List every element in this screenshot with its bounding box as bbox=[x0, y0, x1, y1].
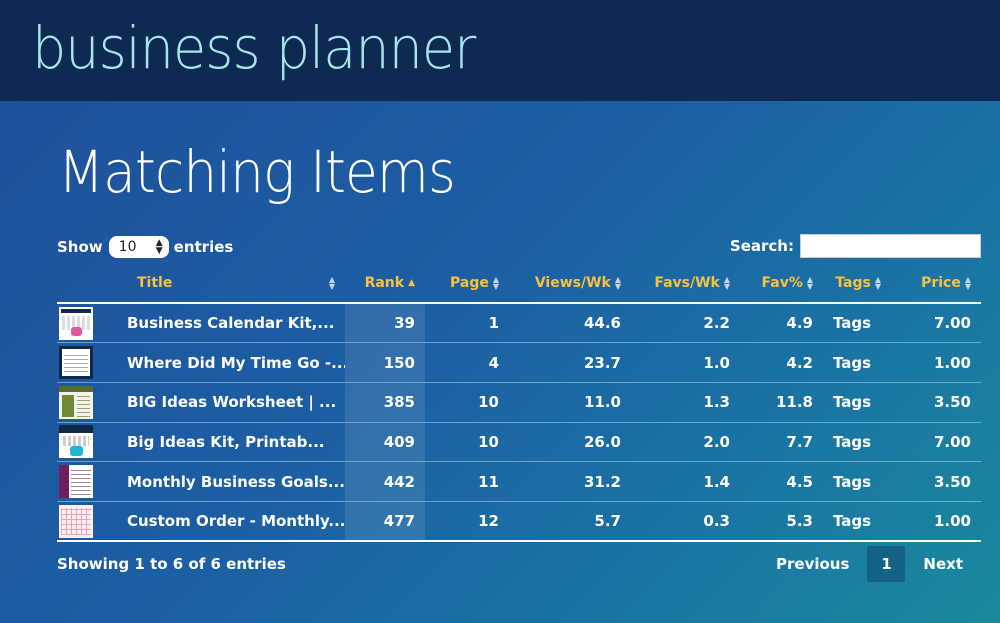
product-thumbnail[interactable] bbox=[59, 465, 93, 499]
page-title: Matching Items bbox=[58, 138, 456, 206]
tags-link[interactable]: Tags bbox=[823, 382, 891, 423]
tags-link[interactable]: Tags bbox=[823, 303, 891, 344]
product-thumbnail[interactable] bbox=[59, 346, 93, 380]
price-cell: 7.00 bbox=[891, 303, 981, 344]
column-header-fav-percent[interactable]: Fav% ▲ ▼ bbox=[740, 264, 823, 304]
matching-items-table: Title ▲ ▼ Rank ▲ Page ▲ ▼ Views/Wk ▲ ▼ Favs/Wk ▲… bbox=[57, 264, 981, 543]
product-thumbnail[interactable] bbox=[59, 306, 93, 340]
select-arrows-icon: ▲ ▼ bbox=[155, 238, 163, 256]
page-cell: 10 bbox=[425, 382, 509, 423]
brand-logo-text[interactable]: business planner bbox=[32, 14, 476, 82]
entries-label: entries bbox=[173, 238, 234, 256]
price-cell: 3.50 bbox=[891, 461, 981, 502]
fav-percent-cell: 4.9 bbox=[740, 303, 823, 344]
search-input[interactable] bbox=[800, 234, 981, 258]
sort-icon: ▲ ▼ bbox=[874, 275, 881, 291]
page-cell: 10 bbox=[425, 422, 509, 463]
views-cell: 5.7 bbox=[509, 501, 631, 543]
views-cell: 23.7 bbox=[509, 342, 631, 383]
price-cell: 1.00 bbox=[891, 342, 981, 383]
table-row: Custom Order - Monthly... 477 12 5.7 0.3… bbox=[57, 501, 981, 543]
rank-cell: 442 bbox=[345, 461, 425, 502]
item-title-link[interactable]: Business Calendar Kit,... bbox=[127, 314, 335, 333]
search-label: Search: bbox=[729, 237, 794, 255]
item-title-link[interactable]: Big Ideas Kit, Printab... bbox=[127, 432, 325, 451]
product-thumbnail[interactable] bbox=[59, 385, 93, 419]
column-header-rank[interactable]: Rank ▲ bbox=[345, 264, 425, 304]
column-header-views-per-week[interactable]: Views/Wk ▲ ▼ bbox=[509, 264, 631, 304]
table-row: Monthly Business Goals... 442 11 31.2 1.… bbox=[57, 461, 981, 502]
views-cell: 31.2 bbox=[509, 461, 631, 502]
table-row: Business Calendar Kit,... 39 1 44.6 2.2 … bbox=[57, 303, 981, 344]
entries-select[interactable]: 10 ▲ ▼ bbox=[108, 236, 169, 258]
table-header-row: Title ▲ ▼ Rank ▲ Page ▲ ▼ Views/Wk ▲ ▼ Favs/Wk ▲… bbox=[57, 264, 981, 304]
fav-percent-cell: 5.3 bbox=[740, 501, 823, 543]
rank-cell: 39 bbox=[345, 303, 425, 344]
fav-percent-cell: 4.5 bbox=[740, 461, 823, 502]
fav-percent-cell: 11.8 bbox=[740, 382, 823, 423]
item-title-link[interactable]: BIG Ideas Worksheet | ... bbox=[127, 393, 337, 412]
rank-cell: 150 bbox=[345, 342, 425, 383]
top-bar: business planner bbox=[0, 0, 1000, 101]
item-title-link[interactable]: Monthly Business Goals... bbox=[127, 472, 345, 491]
views-cell: 44.6 bbox=[509, 303, 631, 344]
page-cell: 12 bbox=[425, 501, 509, 543]
tags-link[interactable]: Tags bbox=[823, 501, 891, 543]
price-cell: 7.00 bbox=[891, 422, 981, 463]
tags-link[interactable]: Tags bbox=[823, 461, 891, 502]
rank-cell: 409 bbox=[345, 422, 425, 463]
item-title-link[interactable]: Where Did My Time Go -... bbox=[127, 353, 345, 372]
column-header-favs-per-week[interactable]: Favs/Wk ▲ ▼ bbox=[631, 264, 740, 304]
favs-cell: 1.4 bbox=[631, 461, 740, 502]
column-header-tags[interactable]: Tags ▲ ▼ bbox=[823, 264, 891, 304]
next-page-button[interactable]: Next bbox=[923, 555, 963, 573]
views-cell: 26.0 bbox=[509, 422, 631, 463]
sort-icon: ▲ ▼ bbox=[806, 275, 813, 291]
rank-cell: 385 bbox=[345, 382, 425, 423]
table-info-text: Showing 1 to 6 of 6 entries bbox=[57, 555, 286, 573]
sort-icon: ▲ ▼ bbox=[723, 275, 730, 291]
table-row: Big Ideas Kit, Printab... 409 10 26.0 2.… bbox=[57, 422, 981, 463]
table-row: Where Did My Time Go -... 150 4 23.7 1.0… bbox=[57, 342, 981, 383]
table-row: BIG Ideas Worksheet | ... 385 10 11.0 1.… bbox=[57, 382, 981, 423]
column-header-page[interactable]: Page ▲ ▼ bbox=[425, 264, 509, 304]
sort-icon: ▲ ▼ bbox=[328, 275, 335, 291]
column-header-title[interactable]: Title ▲ ▼ bbox=[57, 264, 345, 304]
page-1-button[interactable]: 1 bbox=[867, 546, 906, 582]
pagination: Previous 1 Next bbox=[758, 546, 981, 582]
favs-cell: 2.0 bbox=[631, 422, 740, 463]
column-header-price[interactable]: Price ▲ ▼ bbox=[891, 264, 981, 304]
page-cell: 4 bbox=[425, 342, 509, 383]
favs-cell: 1.3 bbox=[631, 382, 740, 423]
sort-icon: ▲ ▼ bbox=[614, 275, 621, 291]
favs-cell: 1.0 bbox=[631, 342, 740, 383]
search-control: Search: bbox=[730, 234, 981, 258]
table-controls: Show 10 ▲ ▼ entries Search: bbox=[57, 234, 981, 258]
views-cell: 11.0 bbox=[509, 382, 631, 423]
price-cell: 1.00 bbox=[891, 501, 981, 543]
page-cell: 11 bbox=[425, 461, 509, 502]
fav-percent-cell: 7.7 bbox=[740, 422, 823, 463]
sort-icon: ▲ ▼ bbox=[964, 275, 971, 291]
previous-page-button[interactable]: Previous bbox=[776, 555, 850, 573]
show-label: Show bbox=[57, 238, 103, 256]
sort-icon: ▲ ▼ bbox=[492, 275, 499, 291]
page-cell: 1 bbox=[425, 303, 509, 344]
entries-select-value: 10 bbox=[118, 239, 137, 255]
sort-ascending-icon: ▲ bbox=[408, 278, 415, 288]
entries-length-control: Show 10 ▲ ▼ entries bbox=[57, 236, 233, 258]
item-title-link[interactable]: Custom Order - Monthly... bbox=[127, 512, 345, 531]
tags-link[interactable]: Tags bbox=[823, 422, 891, 463]
product-thumbnail[interactable] bbox=[59, 425, 93, 459]
fav-percent-cell: 4.2 bbox=[740, 342, 823, 383]
rank-cell: 477 bbox=[345, 501, 425, 543]
price-cell: 3.50 bbox=[891, 382, 981, 423]
favs-cell: 2.2 bbox=[631, 303, 740, 344]
tags-link[interactable]: Tags bbox=[823, 342, 891, 383]
favs-cell: 0.3 bbox=[631, 501, 740, 543]
product-thumbnail[interactable] bbox=[59, 504, 93, 538]
